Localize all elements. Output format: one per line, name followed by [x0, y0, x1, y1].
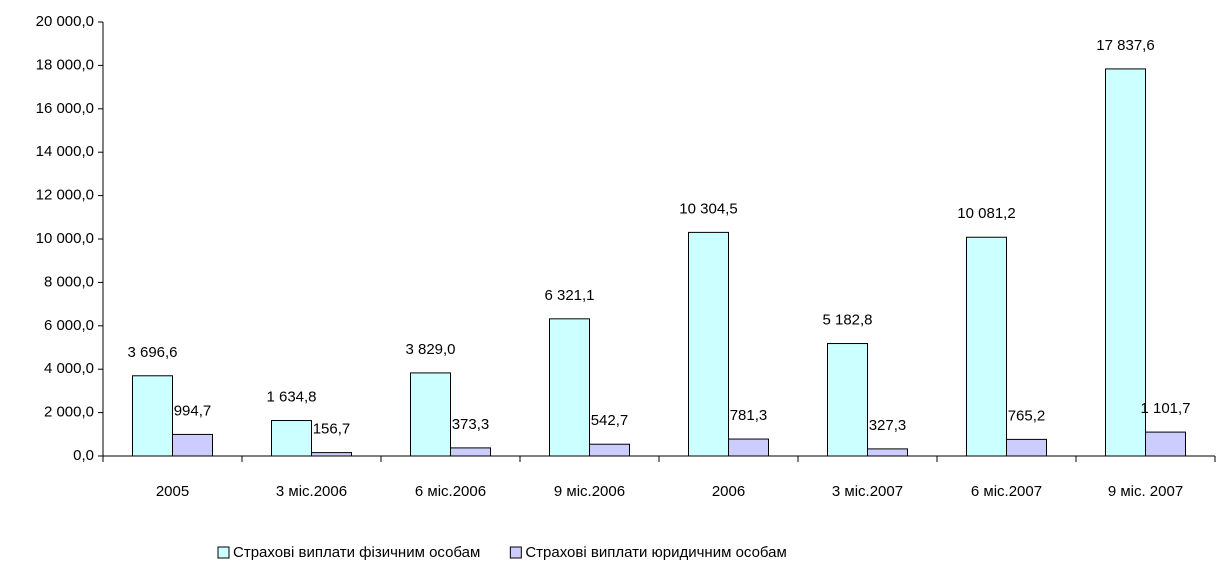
value-label: 6 321,1	[544, 287, 594, 304]
x-tick-label: 6 міс.2006	[415, 483, 486, 500]
y-tick-label: 2 000,0	[44, 404, 94, 421]
x-tick-label: 9 міс.2006	[554, 483, 625, 500]
legend-swatch	[217, 546, 230, 559]
bar	[1145, 431, 1186, 457]
value-label: 542,7	[591, 412, 629, 429]
value-label: 17 837,6	[1096, 37, 1154, 54]
bar	[589, 443, 630, 457]
value-label: 765,2	[1008, 407, 1046, 424]
bar	[132, 375, 173, 457]
value-label: 994,7	[174, 402, 212, 419]
y-tick-label: 6 000,0	[44, 317, 94, 334]
y-tick-label: 0,0	[73, 447, 94, 464]
value-label: 373,3	[452, 416, 490, 433]
bar	[688, 231, 729, 457]
value-label: 10 081,2	[957, 205, 1015, 222]
y-tick-label: 12 000,0	[36, 187, 94, 204]
value-label: 156,7	[313, 421, 351, 438]
bar	[450, 447, 491, 457]
legend-label: Страхові виплати фізичним особам	[233, 544, 480, 561]
bar	[271, 420, 312, 457]
y-tick-label: 20 000,0	[36, 13, 94, 30]
y-tick-label: 18 000,0	[36, 56, 94, 73]
bar	[728, 438, 769, 457]
value-label: 5 182,8	[822, 312, 872, 329]
y-tick-label: 16 000,0	[36, 100, 94, 117]
bar	[867, 448, 908, 457]
y-tick-label: 10 000,0	[36, 230, 94, 247]
bar	[410, 372, 451, 457]
bar	[311, 452, 352, 457]
x-tick-label: 6 міс.2007	[971, 483, 1042, 500]
x-tick-label: 9 міс. 2007	[1108, 483, 1183, 500]
x-tick-label: 2005	[156, 483, 189, 500]
bar	[827, 343, 868, 457]
x-tick-label: 3 міс.2007	[832, 483, 903, 500]
value-label: 3 696,6	[127, 344, 177, 361]
x-tick-label: 2006	[712, 483, 745, 500]
value-label: 781,3	[730, 407, 768, 424]
bar	[1105, 68, 1146, 457]
value-label: 10 304,5	[679, 200, 737, 217]
legend-swatch	[509, 546, 522, 559]
value-label: 1 634,8	[266, 388, 316, 405]
bar	[172, 433, 213, 457]
bar	[549, 318, 590, 457]
value-label: 327,3	[869, 417, 907, 434]
y-tick-label: 14 000,0	[36, 143, 94, 160]
value-label: 3 829,0	[405, 341, 455, 358]
x-tick-label: 3 міс.2006	[276, 483, 347, 500]
bar	[1006, 438, 1047, 457]
bar	[966, 236, 1007, 457]
y-tick-label: 4 000,0	[44, 360, 94, 377]
legend-label: Страхові виплати юридичним особам	[525, 544, 787, 561]
value-label: 1 101,7	[1140, 400, 1190, 417]
y-tick-label: 8 000,0	[44, 273, 94, 290]
